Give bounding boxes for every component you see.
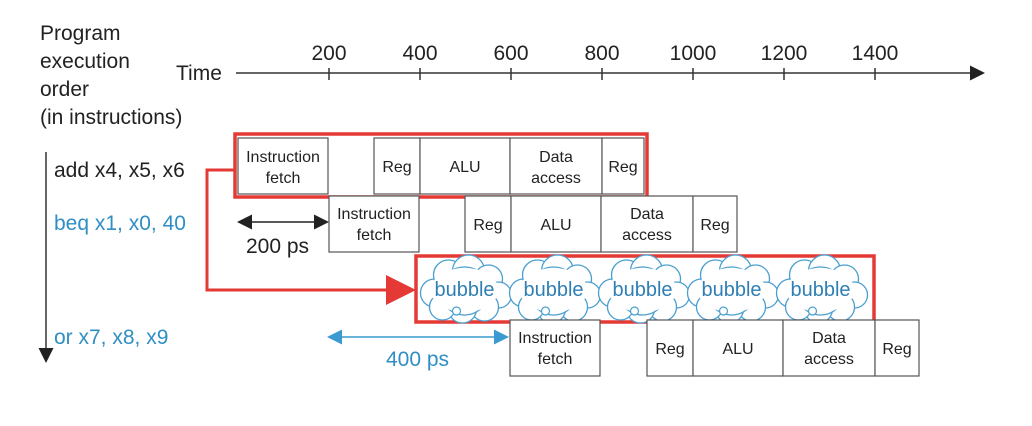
stage-reg-text: Reg	[473, 217, 502, 234]
order-label-line-3: order	[40, 78, 89, 101]
instruction-beq-label: beq x1, x0, 40	[54, 212, 186, 235]
stage-fetch-box	[509, 319, 601, 377]
bubble-label: bubble	[612, 279, 672, 301]
stage-fetch-box	[328, 195, 420, 253]
order-label-line-1: Program	[40, 22, 121, 45]
time-axis-ticks: 200 400 600 800 1000 1200 1400	[311, 42, 898, 80]
bubble-label: bubble	[701, 279, 761, 301]
stage-data-box	[509, 137, 603, 195]
bubble-label: bubble	[523, 279, 583, 301]
stage-data-text-2: access	[804, 351, 854, 368]
bubble-cloud: bubble	[419, 254, 513, 324]
stage-reg-text: Reg	[700, 217, 729, 234]
time-tick-label: 400	[402, 42, 437, 65]
stage-data-text-1: Data	[539, 149, 573, 166]
order-label-line-4: (in instructions)	[40, 106, 182, 129]
stage-reg-box	[601, 137, 645, 195]
pipeline-row-beq: Instruction fetch Reg ALU Data access Re…	[328, 195, 738, 253]
time-tick-label: 200	[311, 42, 346, 65]
stage-reg-text: Reg	[655, 341, 684, 358]
stage-fetch-text-2: fetch	[538, 351, 573, 368]
stage-data-text-1: Data	[630, 206, 664, 223]
time-tick-label: 1400	[852, 42, 899, 65]
bubble-cloud: bubble	[775, 254, 869, 324]
stage-alu-box	[419, 137, 511, 195]
stage-alu-box	[510, 195, 602, 253]
stage-fetch-text-1: Instruction	[246, 149, 320, 166]
bubble-row: bubble bubble bubble bubble bubble	[419, 254, 869, 324]
bubble-label: bubble	[434, 279, 494, 301]
bubble-label: bubble	[790, 279, 850, 301]
time-tick-label: 600	[493, 42, 528, 65]
stage-reg-box	[373, 137, 421, 195]
stage-fetch-text-2: fetch	[266, 170, 301, 187]
stage-data-text-2: access	[531, 170, 581, 187]
stage-alu-text: ALU	[722, 341, 753, 358]
stall-connector-arrow	[205, 168, 416, 305]
stage-reg-text: Reg	[382, 159, 411, 176]
duration-200-label: 200 ps	[246, 235, 309, 258]
stage-fetch-box	[237, 137, 329, 195]
pipeline-row-add: Instruction fetch Reg ALU Data access Re…	[237, 137, 645, 195]
stage-alu-text: ALU	[540, 217, 571, 234]
stage-data-text-2: access	[622, 227, 672, 244]
stage-alu-text: ALU	[449, 159, 480, 176]
stage-reg-box	[464, 195, 512, 253]
stage-fetch-text-2: fetch	[357, 227, 392, 244]
time-axis-label: Time	[176, 62, 222, 85]
stage-fetch-text-1: Instruction	[337, 206, 411, 223]
instruction-add-label: add x4, x5, x6	[54, 159, 185, 182]
stage-reg-box	[692, 195, 738, 253]
stage-reg-box	[646, 319, 694, 377]
duration-400-label: 400 ps	[386, 348, 449, 371]
bubble-cloud: bubble	[686, 254, 780, 324]
order-label-line-2: execution	[40, 50, 130, 73]
bubble-cloud: bubble	[508, 254, 602, 324]
stage-data-box	[782, 319, 876, 377]
bubble-cloud: bubble	[597, 254, 691, 324]
pipeline-row-or: Instruction fetch Reg ALU Data access Re…	[509, 319, 920, 377]
stage-fetch-text-1: Instruction	[518, 330, 592, 347]
stage-reg-box	[874, 319, 920, 377]
stage-data-text-1: Data	[812, 330, 846, 347]
time-tick-label: 1000	[670, 42, 717, 65]
stage-reg-text: Reg	[608, 159, 637, 176]
instruction-or-label: or x7, x8, x9	[54, 326, 168, 349]
time-tick-label: 800	[584, 42, 619, 65]
time-tick-label: 1200	[761, 42, 808, 65]
add-highlight-box	[233, 132, 649, 199]
stage-data-box	[600, 195, 694, 253]
stage-reg-text: Reg	[882, 341, 911, 358]
